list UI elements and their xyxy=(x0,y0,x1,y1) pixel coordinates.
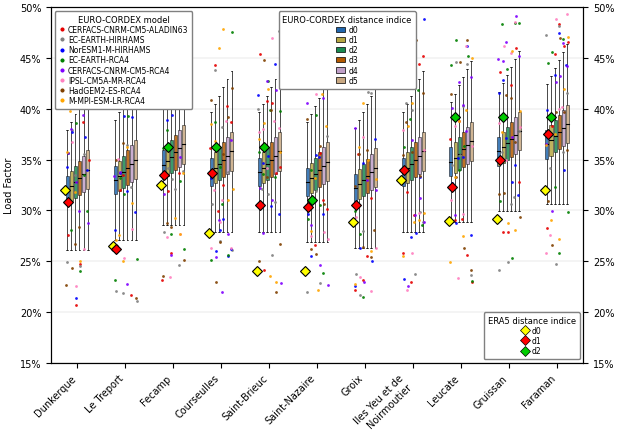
Bar xyxy=(226,138,229,174)
Bar xyxy=(326,143,329,181)
Bar xyxy=(274,138,277,174)
Bar xyxy=(366,159,369,194)
Bar xyxy=(465,128,469,164)
Bar xyxy=(418,138,421,174)
Bar xyxy=(122,156,125,189)
Bar xyxy=(370,154,373,191)
Bar xyxy=(361,164,365,197)
Bar xyxy=(86,151,89,190)
Bar xyxy=(413,143,417,177)
Bar xyxy=(74,166,77,199)
Y-axis label: Load Factor: Load Factor xyxy=(4,158,14,214)
Bar xyxy=(266,148,269,180)
Bar xyxy=(178,131,181,167)
Bar xyxy=(545,131,548,159)
Bar xyxy=(550,126,553,156)
Bar xyxy=(214,153,217,184)
Bar xyxy=(66,177,69,205)
Bar xyxy=(353,174,357,203)
Bar xyxy=(82,156,85,193)
Bar xyxy=(509,123,513,157)
Legend: d0, d1, d2: d0, d1, d2 xyxy=(484,312,579,359)
Bar xyxy=(174,136,177,170)
Bar xyxy=(270,143,273,177)
Bar xyxy=(506,128,509,160)
Bar xyxy=(457,138,461,170)
Bar xyxy=(501,133,504,163)
Bar xyxy=(358,170,361,200)
Bar xyxy=(230,133,233,171)
Bar xyxy=(70,171,73,202)
Bar xyxy=(518,113,521,151)
Bar xyxy=(470,123,473,161)
Bar xyxy=(322,148,325,184)
Bar xyxy=(258,158,261,187)
Bar xyxy=(218,148,221,180)
Bar xyxy=(405,153,409,184)
Bar xyxy=(454,143,457,173)
Bar xyxy=(449,148,452,177)
Bar xyxy=(514,118,517,154)
Bar xyxy=(558,116,561,150)
Bar xyxy=(422,133,425,171)
Bar xyxy=(306,168,309,197)
Bar xyxy=(130,146,133,183)
Bar xyxy=(114,166,117,195)
Bar xyxy=(166,146,169,177)
Bar xyxy=(222,143,225,177)
Bar xyxy=(78,161,81,196)
Bar xyxy=(561,110,565,147)
Bar xyxy=(310,163,313,194)
Bar xyxy=(410,148,413,180)
Bar xyxy=(126,151,129,186)
Bar xyxy=(162,151,165,180)
Bar xyxy=(318,153,321,187)
Bar xyxy=(566,106,569,144)
Bar xyxy=(314,158,317,191)
Bar xyxy=(498,138,500,166)
Bar xyxy=(278,133,281,171)
Bar xyxy=(170,141,173,173)
Bar xyxy=(210,158,213,187)
Bar xyxy=(462,133,465,167)
Bar xyxy=(118,161,121,192)
Bar xyxy=(553,121,556,153)
Bar xyxy=(262,153,265,184)
Bar xyxy=(374,149,377,187)
Bar xyxy=(134,141,137,180)
Bar xyxy=(182,126,185,164)
Bar xyxy=(402,158,405,187)
